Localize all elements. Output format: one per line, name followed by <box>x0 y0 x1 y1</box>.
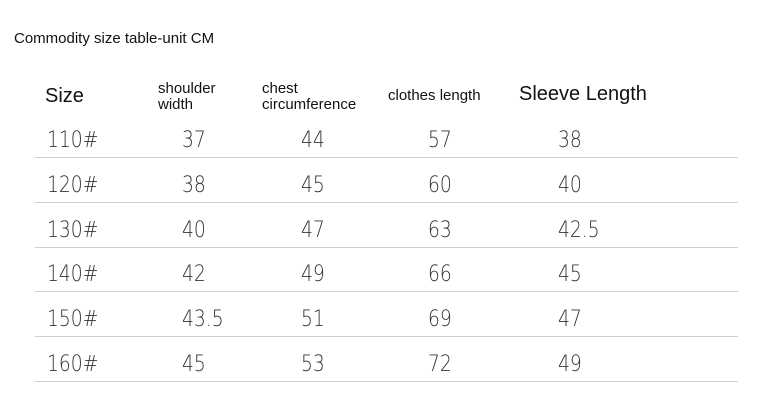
cell-chest-circumference: 44 <box>301 128 325 153</box>
cell-clothes-length: 60 <box>428 172 452 198</box>
table-title: Commodity size table-unit CM <box>14 30 215 47</box>
cell-clothes-length: 66 <box>428 262 452 288</box>
cell-chest-circumference: 45 <box>301 172 325 198</box>
row-divider <box>35 291 738 293</box>
cell-size: 110# <box>47 128 99 153</box>
cell-size: 120# <box>47 172 99 198</box>
cell-sleeve-length: 45 <box>558 262 582 288</box>
cell-size: 130# <box>47 217 99 243</box>
cell-chest-circumference: 53 <box>301 352 325 377</box>
row-divider <box>35 157 738 158</box>
row-divider <box>35 381 738 382</box>
row-divider <box>35 201 738 203</box>
header-size: Size <box>45 85 84 107</box>
cell-clothes-length: 72 <box>428 352 452 377</box>
row-divider <box>35 336 738 338</box>
cell-clothes-length: 63 <box>428 217 452 243</box>
cell-size: 150# <box>47 307 99 333</box>
cell-size: 160# <box>47 352 99 377</box>
cell-chest-circumference: 49 <box>301 262 325 288</box>
cell-chest-circumference: 47 <box>301 217 325 243</box>
header-sleeve-length: Sleeve Length <box>519 83 647 105</box>
cell-shoulder-width: 42 <box>182 262 206 288</box>
row-divider <box>35 246 738 248</box>
header-shoulder-line2: width <box>158 96 194 113</box>
cell-clothes-length: 69 <box>428 307 452 333</box>
header-chest-circumference: chest circumference <box>262 81 356 113</box>
header-chest-line2: circumference <box>262 96 357 113</box>
cell-shoulder-width: 45 <box>182 352 206 377</box>
cell-sleeve-length: 40 <box>558 172 582 198</box>
header-clothes-length: clothes length <box>388 87 481 104</box>
header-shoulder-line1: shoulder <box>158 80 216 97</box>
cell-shoulder-width: 43.5 <box>182 307 224 333</box>
cell-chest-circumference: 51 <box>301 307 325 333</box>
header-chest-line1: chest <box>262 80 298 97</box>
cell-shoulder-width: 40 <box>182 217 206 243</box>
cell-clothes-length: 57 <box>428 128 452 153</box>
cell-sleeve-length: 47 <box>558 307 582 333</box>
cell-sleeve-length: 42.5 <box>558 217 600 243</box>
cell-sleeve-length: 49 <box>558 352 582 377</box>
cell-size: 140# <box>47 262 99 288</box>
cell-shoulder-width: 38 <box>182 172 206 198</box>
cell-shoulder-width: 37 <box>182 128 206 153</box>
header-shoulder-width: shoulder width <box>158 81 216 113</box>
cell-sleeve-length: 38 <box>558 128 582 153</box>
